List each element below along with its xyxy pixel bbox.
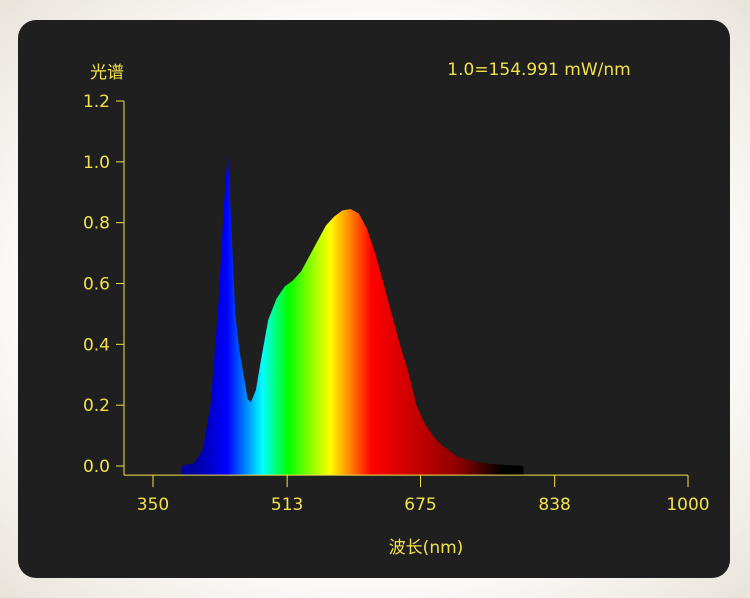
x-tick-label: 838 [538, 495, 570, 515]
scale-annotation: 1.0=154.991 mW/nm [447, 60, 630, 80]
y-tick-label: 0.2 [83, 396, 110, 416]
x-tick-label: 1000 [666, 495, 709, 515]
y-tick-label: 1.2 [83, 92, 110, 112]
x-tick-label: 513 [271, 495, 303, 515]
y-tick-label: 1.0 [83, 153, 110, 173]
y-tick-label: 0.0 [83, 457, 110, 477]
x-tick-label: 675 [404, 495, 436, 515]
y-axis-label: 光谱 [90, 63, 124, 83]
y-tick-label: 0.4 [83, 335, 110, 355]
x-tick-label: 350 [137, 495, 169, 515]
y-tick-label: 0.8 [83, 214, 110, 234]
x-axis-label: 波长(nm) [389, 538, 464, 558]
spectrum-area [181, 152, 524, 476]
y-tick-label: 0.6 [83, 275, 110, 295]
